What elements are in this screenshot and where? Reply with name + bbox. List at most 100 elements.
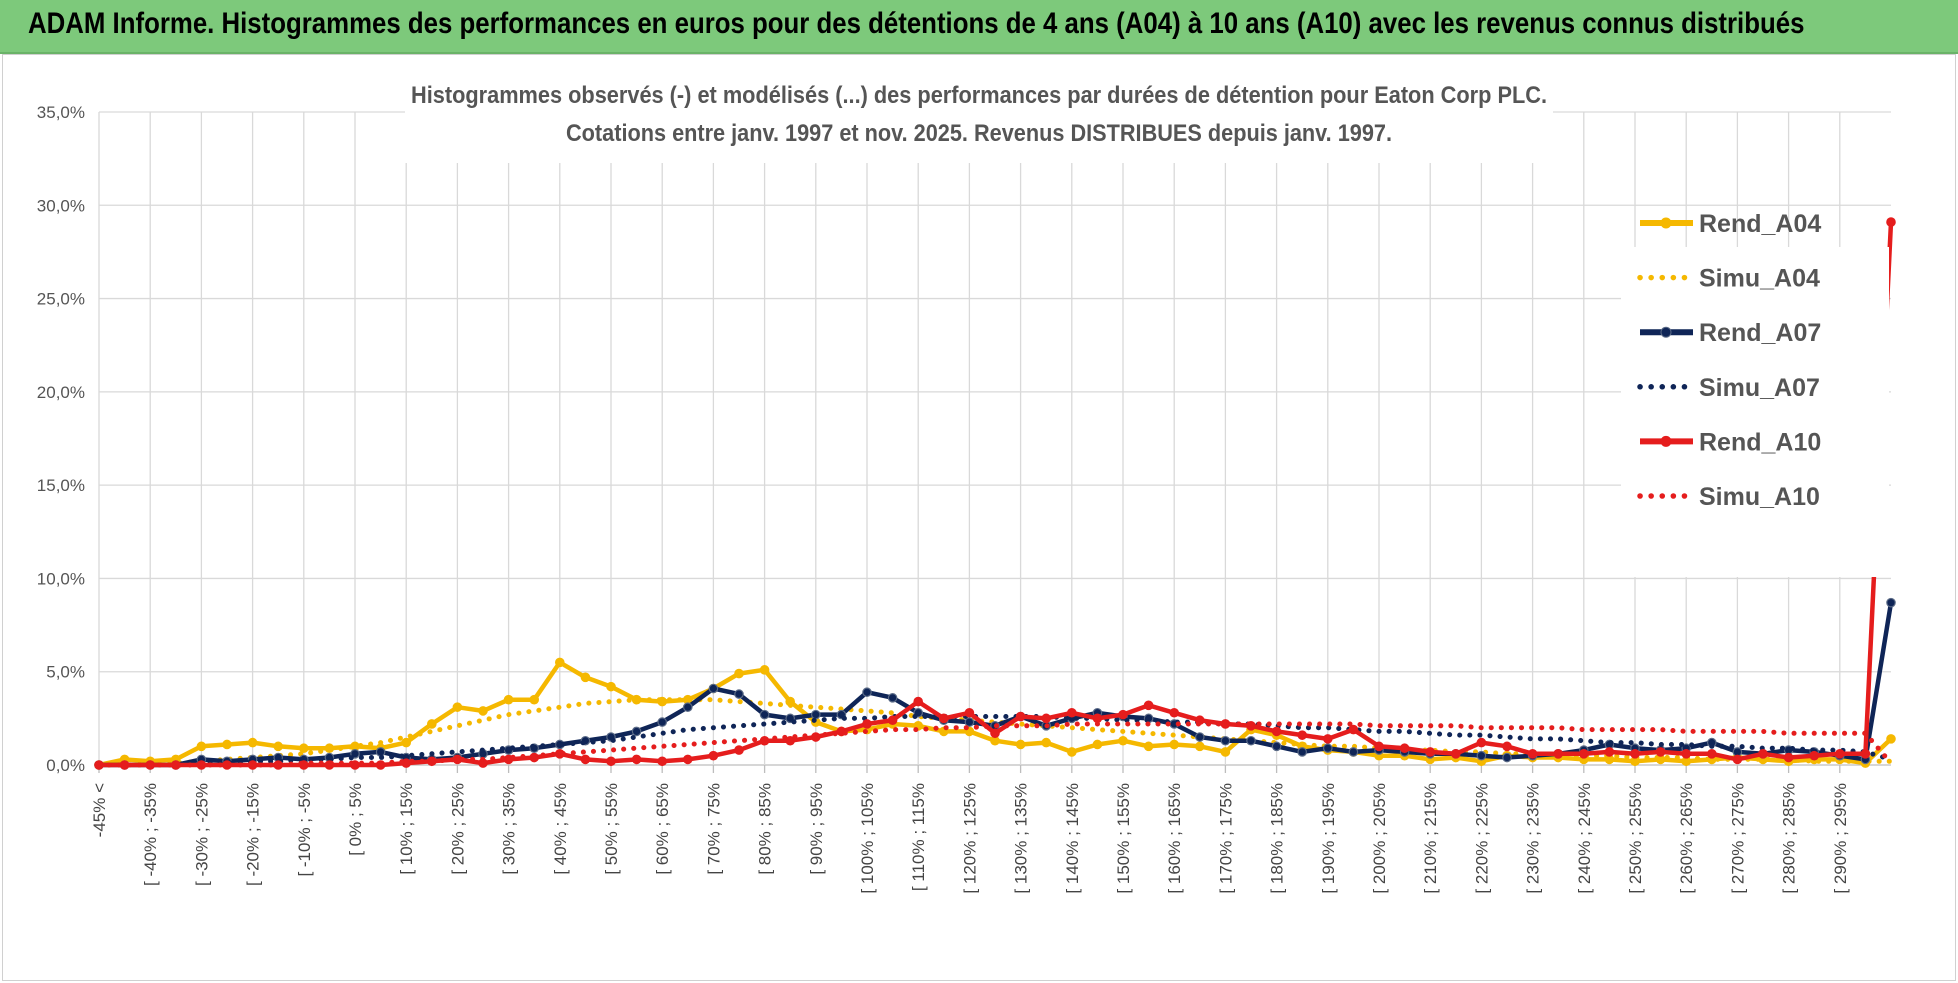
data-point-rend_a04 <box>452 702 463 712</box>
data-point-rend_a04 <box>1015 739 1026 750</box>
x-tick-label: [ 150% ; 155% <box>1114 783 1133 894</box>
data-point-rend_a10 <box>1169 707 1179 718</box>
data-point-rend_a04 <box>1118 735 1128 746</box>
data-point-rend_a04 <box>606 681 616 692</box>
data-point-rend_a04 <box>1067 747 1077 757</box>
x-tick-label: [ 200% ; 205% <box>1370 783 1389 894</box>
data-point-rend_a10 <box>1297 730 1307 740</box>
data-point-rend_a04 <box>734 668 744 679</box>
data-point-rend_a04 <box>1041 737 1051 748</box>
x-tick-label: [ 220% ; 225% <box>1472 783 1491 894</box>
data-point-rend_a07 <box>1271 741 1282 752</box>
data-point-rend_a04 <box>401 737 411 748</box>
data-point-rend_a10 <box>1323 734 1333 744</box>
data-point-rend_a07 <box>1220 735 1231 746</box>
data-point-rend_a07 <box>1476 750 1487 761</box>
data-point-rend_a10 <box>1553 749 1563 759</box>
data-point-rend_a10 <box>964 707 975 718</box>
x-tick-label: [ 100% ; 105% <box>858 783 877 894</box>
data-point-rend_a10 <box>1476 737 1487 748</box>
data-point-rend_a10 <box>708 750 719 761</box>
data-point-rend_a10 <box>1835 749 1845 759</box>
data-point-rend_a07 <box>631 726 642 737</box>
data-point-rend_a04 <box>1143 741 1154 752</box>
data-point-rend_a10 <box>1886 217 1896 227</box>
data-point-rend_a04 <box>196 741 207 752</box>
data-point-rend_a10 <box>785 735 795 746</box>
series-layer <box>94 217 1896 770</box>
y-axis-ticks: 0,0% 5,0% 10,0% 15,0% 20,0% 25,0% 30,0% 35,0% <box>37 103 85 775</box>
x-tick-label: [ -10% ; -5% <box>295 783 314 877</box>
data-point-rend_a07 <box>887 693 898 703</box>
data-point-rend_a10 <box>1041 713 1051 724</box>
y-tick-label: 0,0% <box>46 756 85 775</box>
legend-label-simu_a10: Simu_A10 <box>1699 483 1820 511</box>
data-point-rend_a10 <box>631 754 642 765</box>
data-point-rend_a04 <box>1169 739 1179 750</box>
data-point-rend_a07 <box>734 689 744 699</box>
data-point-rend_a10 <box>1425 747 1435 757</box>
x-tick-label: [ 280% ; 285% <box>1780 783 1799 894</box>
x-tick-label: [ 90% ; 95% <box>807 783 826 875</box>
data-point-rend_a10 <box>606 756 616 767</box>
data-point-rend_a10 <box>1348 724 1359 735</box>
data-point-rend_a04 <box>1220 747 1231 757</box>
chart-frame: 0,0% 5,0% 10,0% 15,0% 20,0% 25,0% 30,0% 35,0% -… <box>2 54 1956 981</box>
x-tick-label: [ 230% ; 235% <box>1524 783 1543 894</box>
data-point-rend_a10 <box>913 696 923 707</box>
legend-label-simu_a07: Simu_A07 <box>1699 374 1820 402</box>
data-point-rend_a10 <box>1527 749 1538 759</box>
x-tick-label: [ 190% ; 195% <box>1319 783 1338 894</box>
data-point-rend_a10 <box>862 719 872 729</box>
data-point-rend_a10 <box>1707 749 1717 759</box>
legend-label-rend_a07: Rend_A07 <box>1699 319 1821 347</box>
data-point-rend_a10 <box>1399 743 1410 754</box>
chart-title: Histogrammes observés (-) et modélisés (… <box>411 82 1547 109</box>
series-line-rend_a04 <box>96 660 1894 768</box>
data-point-rend_a10 <box>990 728 1000 739</box>
data-point-rend_a10 <box>1092 713 1103 724</box>
y-tick-label: 30,0% <box>37 196 85 215</box>
y-tick-label: 10,0% <box>37 569 85 588</box>
data-point-rend_a07 <box>1502 752 1512 763</box>
x-tick-label: [ 50% ; 55% <box>602 783 621 875</box>
x-tick-label: [ 10% ; 15% <box>397 783 416 875</box>
x-tick-label: [ 30% ; 35% <box>500 783 519 875</box>
legend-label-rend_a10: Rend_A10 <box>1699 428 1821 456</box>
data-point-rend_a10 <box>1681 749 1691 759</box>
data-point-rend_a10 <box>734 745 744 755</box>
x-tick-label: [ 130% ; 135% <box>1012 783 1031 894</box>
x-tick-label: [ 240% ; 245% <box>1575 783 1594 894</box>
y-tick-label: 5,0% <box>46 663 85 682</box>
x-tick-label: [ 80% ; 85% <box>756 783 775 875</box>
x-tick-label: [ -30% ; -25% <box>192 783 211 886</box>
data-point-rend_a04 <box>247 737 258 748</box>
x-axis-ticks: -45% < [ -40% ; -35% [ -30% ; -25% [ -20% ;… <box>90 783 1850 894</box>
data-point-rend_a04 <box>1886 734 1896 744</box>
data-point-rend_a04 <box>273 741 283 752</box>
x-tick-label: [ 210% ; 215% <box>1421 783 1440 894</box>
banner: ADAM Informe. Histogrammes des performan… <box>0 0 1958 54</box>
legend-background <box>1621 247 1889 577</box>
x-tick-label: [ 20% ; 25% <box>448 783 467 875</box>
series-line-simu_a10 <box>96 721 1894 768</box>
series-line-simu_a07 <box>96 714 1894 768</box>
x-tick-label: [ -40% ; -35% <box>141 783 160 886</box>
x-tick-label: [ 60% ; 65% <box>653 783 672 875</box>
data-point-rend_a10 <box>1630 749 1640 759</box>
data-point-rend_a04 <box>503 694 514 705</box>
data-point-rend_a07 <box>1246 735 1256 746</box>
legend-marker-rend_a10 <box>1660 435 1672 447</box>
data-point-rend_a07 <box>810 709 821 720</box>
data-point-rend_a10 <box>938 713 949 724</box>
data-point-rend_a10 <box>657 756 667 767</box>
legend-marker-rend_a07 <box>1660 326 1672 338</box>
data-point-rend_a10 <box>682 754 693 765</box>
data-point-rend_a10 <box>1502 741 1512 752</box>
data-point-rend_a07 <box>1323 743 1333 754</box>
data-point-rend_a10 <box>1451 749 1461 759</box>
data-point-rend_a07 <box>657 717 667 727</box>
data-point-rend_a04 <box>222 739 232 750</box>
data-point-rend_a04 <box>1092 739 1103 750</box>
data-point-rend_a07 <box>1886 597 1896 608</box>
